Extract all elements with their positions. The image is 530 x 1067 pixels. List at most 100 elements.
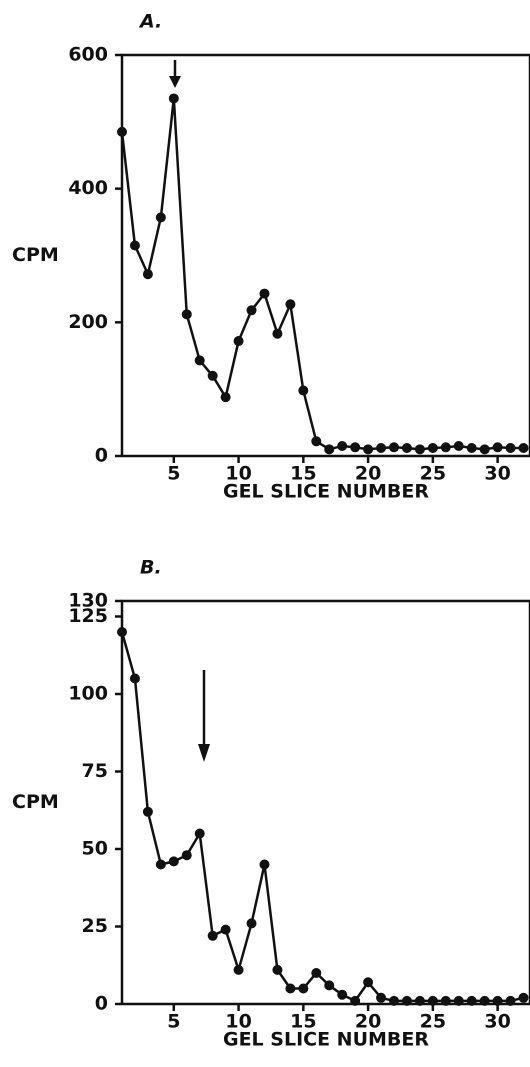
data-point [440, 995, 451, 1006]
data-point [285, 983, 296, 994]
data-point [505, 995, 516, 1006]
x-tick-label: 30 [484, 463, 510, 485]
data-point [194, 355, 205, 366]
data-point [272, 964, 283, 975]
y-tick-label: 600 [68, 44, 108, 66]
x-tick-label: 15 [290, 463, 316, 485]
y-tick-label: 0 [95, 445, 108, 467]
data-point [155, 859, 166, 870]
data-point [220, 924, 231, 935]
x-tick-label: 20 [355, 463, 381, 485]
data-point [233, 336, 244, 347]
y-tick-label: 200 [68, 311, 108, 333]
data-point [324, 444, 335, 455]
data-point [311, 436, 322, 447]
data-point [376, 992, 387, 1003]
y-tick-label: 0 [95, 993, 108, 1015]
y-axis-label: CPM [12, 791, 59, 813]
data-point [117, 627, 127, 637]
data-point [466, 995, 477, 1006]
data-point [427, 995, 438, 1006]
data-point [142, 806, 153, 817]
x-tick-label: 30 [484, 1011, 510, 1033]
data-point [129, 673, 140, 684]
y-tick-label: 400 [68, 177, 108, 199]
data-point [492, 995, 503, 1006]
data-point [414, 995, 425, 1006]
y-tick-label: 125 [68, 605, 108, 627]
data-point [207, 370, 218, 381]
panel-label: A. [138, 11, 162, 33]
y-tick-label: 100 [68, 683, 108, 705]
data-point [492, 442, 503, 453]
data-point [453, 995, 464, 1006]
data-line [120, 631, 524, 1003]
data-point [401, 995, 412, 1006]
data-line [120, 98, 524, 451]
data-point [207, 930, 218, 941]
data-point [518, 992, 529, 1003]
data-point [518, 442, 529, 453]
y-tick-label: 50 [82, 838, 108, 860]
data-point [233, 964, 244, 975]
data-point [389, 442, 399, 453]
data-point [466, 442, 477, 453]
data-point [350, 442, 361, 453]
data-point [259, 859, 270, 870]
data-point [414, 444, 425, 455]
data-point [220, 392, 231, 403]
data-point [427, 442, 438, 453]
data-point [440, 442, 451, 453]
y-tick-label: 25 [82, 915, 108, 937]
data-point [401, 442, 412, 453]
x-tick-label: 20 [355, 1011, 381, 1033]
x-tick-label: 10 [225, 1011, 251, 1033]
data-point [155, 212, 166, 223]
data-point [337, 989, 348, 1000]
panel-label: B. [140, 557, 162, 579]
data-point [324, 980, 335, 991]
data-point [311, 968, 322, 978]
data-point [350, 995, 361, 1006]
data-point [246, 305, 257, 316]
data-point [259, 288, 270, 299]
data-point [194, 828, 205, 839]
data-point [376, 442, 387, 453]
y-axis-label: CPM [12, 244, 59, 266]
y-tick-label: 130 [68, 590, 108, 612]
data-point [298, 983, 309, 994]
x-axis-label: GEL SLICE NUMBER [223, 1029, 429, 1051]
data-point [168, 856, 179, 867]
data-point [298, 385, 309, 396]
x-tick-label: 15 [290, 1011, 316, 1033]
arrow-b [198, 670, 210, 762]
x-tick-label: 25 [420, 463, 446, 485]
data-point [181, 309, 192, 320]
x-tick-label: 25 [420, 1011, 446, 1033]
x-tick-label: 5 [167, 1011, 180, 1033]
data-point [337, 440, 348, 451]
data-point [363, 977, 374, 988]
data-point [453, 440, 464, 451]
x-axis-label: GEL SLICE NUMBER [223, 481, 429, 503]
x-tick-label: 10 [225, 463, 251, 485]
data-point [363, 444, 374, 455]
data-point [117, 126, 127, 137]
data-point [285, 299, 296, 310]
data-point [168, 93, 179, 104]
data-point [142, 269, 153, 280]
x-tick-label: 5 [167, 463, 180, 485]
data-point [181, 850, 192, 861]
data-point [479, 444, 490, 455]
data-point [272, 328, 283, 339]
data-point [246, 918, 257, 929]
axes-frame [120, 599, 530, 1004]
data-point [129, 240, 140, 251]
y-tick-label: 75 [82, 760, 108, 782]
data-point [389, 995, 399, 1006]
data-point [505, 442, 516, 453]
axes-frame [120, 53, 530, 456]
arrow-a [169, 60, 181, 88]
data-point [479, 995, 490, 1006]
